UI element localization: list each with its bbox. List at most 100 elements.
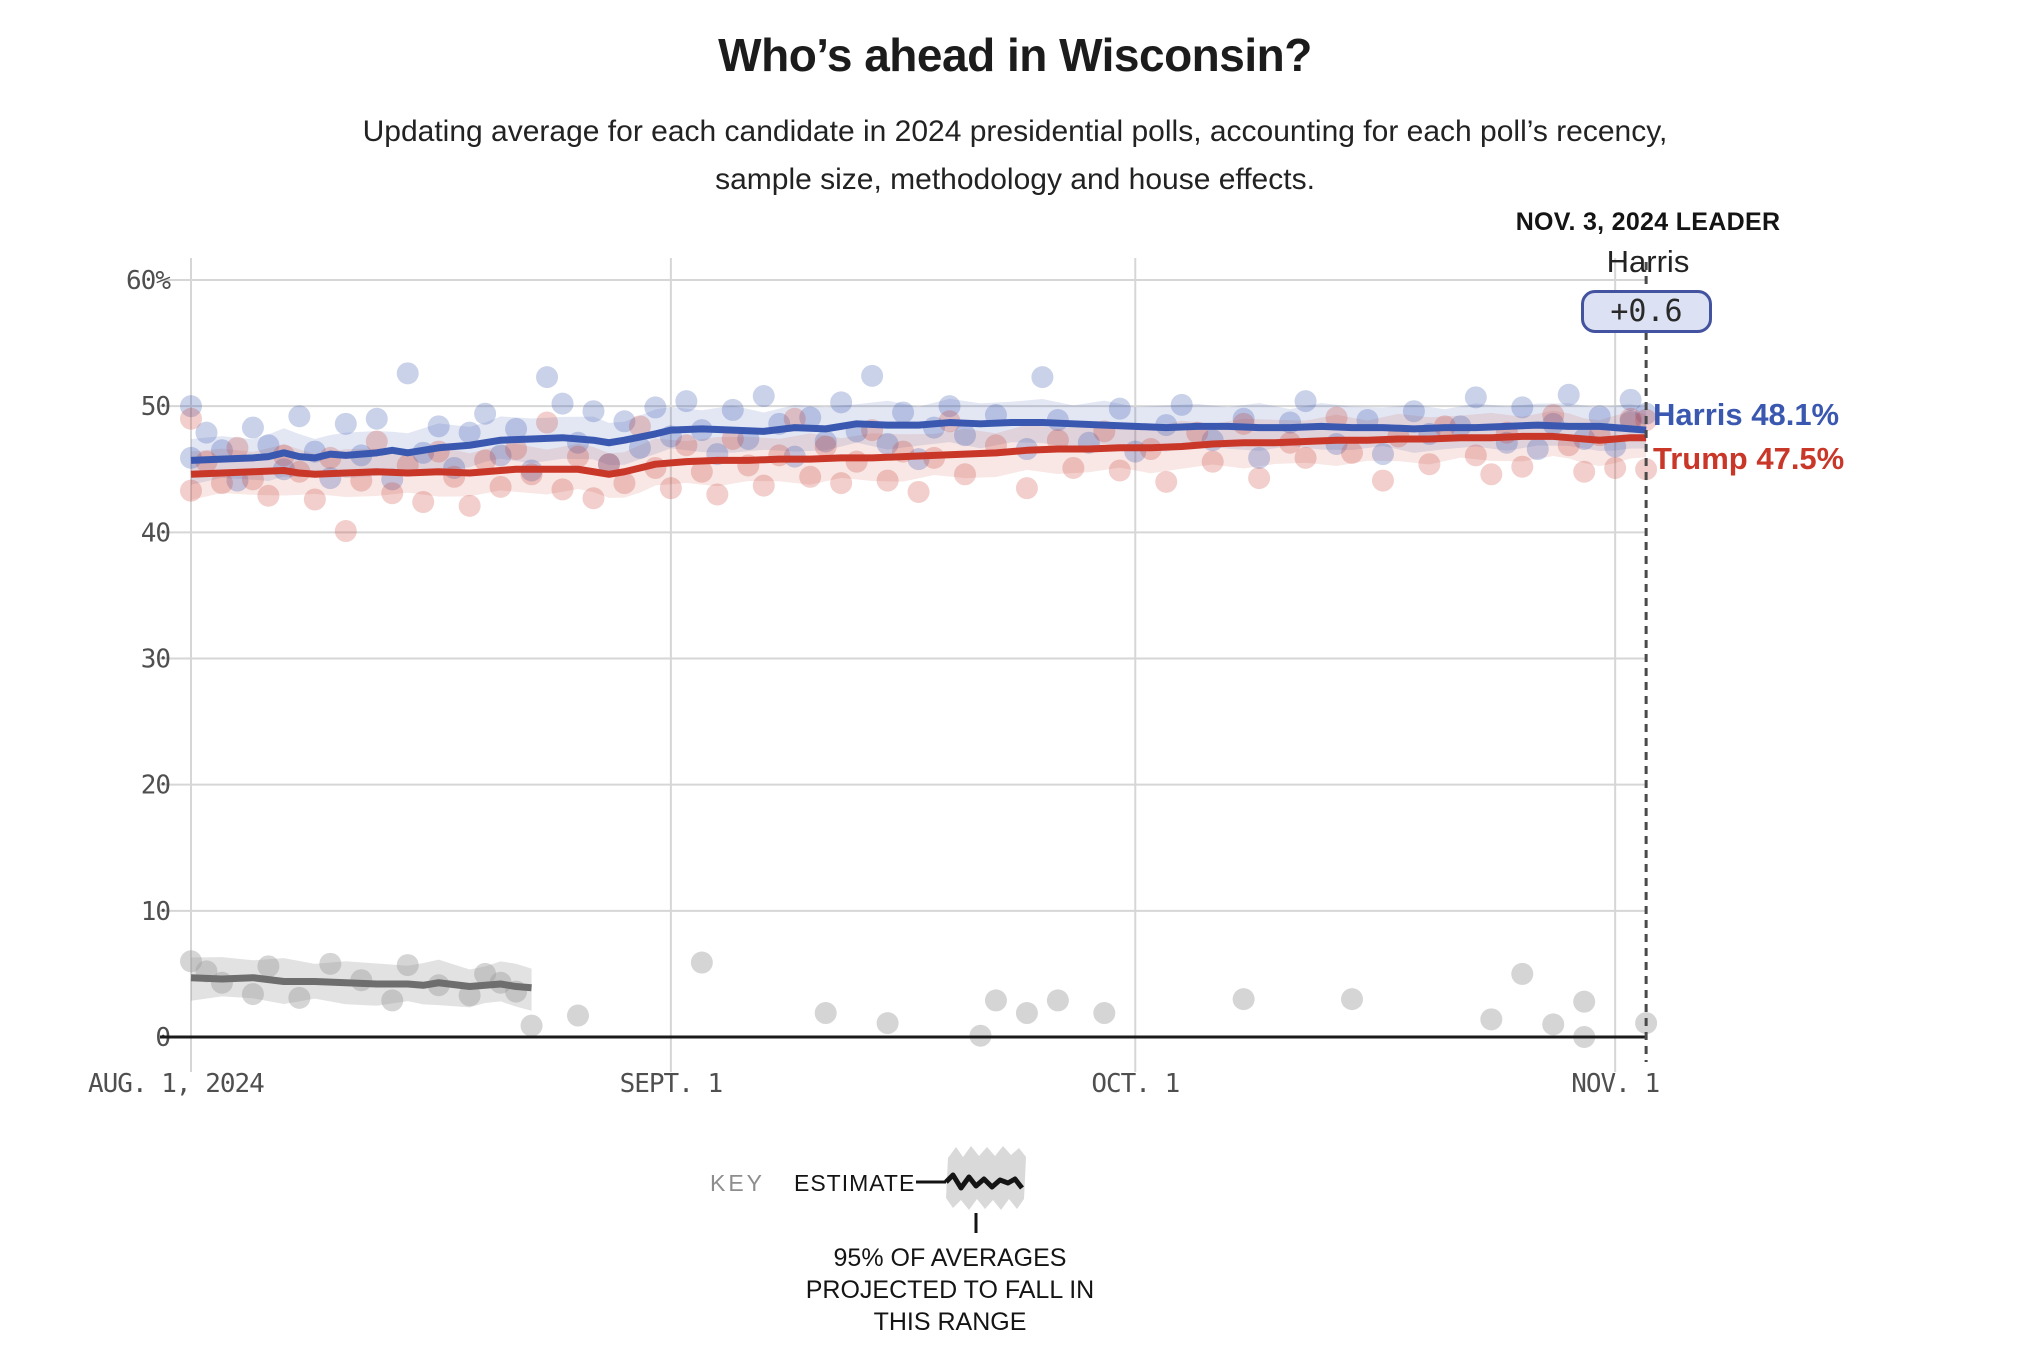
chart-subtitle: Updating average for each candidate in 2… (0, 108, 2030, 204)
poll-dot (195, 421, 218, 444)
poll-dot (768, 444, 791, 467)
poll-dot (752, 385, 775, 408)
poll-dot (1062, 456, 1085, 479)
poll-dot (1232, 988, 1255, 1011)
poll-dot (210, 971, 233, 994)
poll-dot (830, 472, 853, 495)
poll-dot (505, 417, 528, 440)
poll-dot (628, 436, 651, 459)
poll-dot (257, 955, 280, 978)
trump-trend-line (190, 432, 1647, 478)
poll-dot (1294, 390, 1317, 413)
poll-dot (1108, 459, 1131, 482)
poll-dot (1557, 383, 1580, 406)
poll-dot (1341, 988, 1363, 1011)
poll-dot (845, 450, 868, 473)
leader-margin-value: +0.6 (1610, 294, 1683, 329)
key-estimate-label: ESTIMATE (794, 1170, 916, 1196)
poll-dot (474, 962, 497, 985)
poll-dot (1371, 443, 1394, 466)
poll-dot (954, 463, 976, 486)
poll-dot (690, 951, 713, 974)
poll-dot (876, 1012, 899, 1035)
poll-dot (907, 480, 930, 503)
poll-dot (180, 479, 202, 502)
poll-dot (536, 411, 559, 434)
poll-dot (644, 396, 667, 419)
poll-dot (1418, 453, 1441, 476)
leader-heading: NOV. 3, 2024 LEADER (1515, 208, 1781, 236)
poll-dot (1108, 397, 1131, 420)
poll-dot (613, 410, 636, 433)
poll-dot (180, 407, 202, 430)
key-range-note-line1: 95% OF AVERAGES (833, 1244, 1067, 1272)
poll-dot (876, 469, 899, 492)
key-range-note-line3: THIS RANGE (873, 1308, 1027, 1336)
poll-dot (721, 398, 744, 421)
poll-dot (334, 412, 357, 435)
poll-dot (458, 984, 481, 1007)
poll-dot (814, 430, 837, 453)
poll-dot (706, 483, 729, 506)
poll-dot (1619, 407, 1642, 430)
poll-dot (551, 478, 574, 501)
poll-dot (1619, 388, 1642, 411)
poll-dot (180, 950, 202, 973)
poll-dot (938, 395, 961, 418)
poll-dot (1511, 455, 1534, 478)
poll-dot (675, 390, 698, 413)
poll-dot (1542, 403, 1565, 426)
poll-dot (474, 449, 497, 472)
poll-dot (1573, 990, 1596, 1013)
poll-dot (892, 401, 915, 424)
poll-dot (551, 392, 574, 415)
y-axis-tick-label: 10 (141, 897, 170, 927)
y-axis-tick-label: 30 (141, 644, 170, 674)
poll-dot (1402, 400, 1425, 423)
chart-subtitle-line1: Updating average for each candidate in 2… (362, 115, 1668, 148)
poll-dot (1635, 402, 1658, 425)
poll-dot (1464, 386, 1487, 409)
y-axis-tick-label: 20 (141, 771, 170, 801)
poll-dot (597, 453, 620, 476)
poll-dot (288, 405, 311, 428)
poll-dot (1248, 446, 1271, 469)
poll-dot (1464, 444, 1487, 467)
poll-dot (1093, 1002, 1116, 1025)
poll-dot (1635, 458, 1658, 481)
poll-dot (799, 465, 822, 488)
x-axis-tick-label: AUG. 1, 2024 (88, 1069, 264, 1099)
other-trend-line (190, 974, 532, 992)
poll-dot (783, 407, 806, 430)
harris-end-label: Harris 48.1% (1653, 397, 1840, 432)
poll-dot (1170, 393, 1193, 416)
leader-name: Harris (1606, 244, 1690, 279)
poll-dot (1588, 405, 1611, 428)
poll-dot (1542, 1013, 1565, 1036)
poll-dot (1201, 450, 1224, 473)
poll-dot (303, 488, 326, 511)
poll-dot (381, 989, 404, 1012)
y-axis-tick-label: 50 (141, 392, 170, 422)
x-axis-tick-label: NOV. 1 (1571, 1069, 1659, 1099)
harris-trend-line (190, 419, 1647, 464)
poll-dot (536, 366, 559, 389)
poll-dot (1046, 989, 1069, 1012)
poll-dot (567, 1004, 589, 1027)
poll-dot (799, 406, 822, 429)
poll-dot (597, 453, 620, 476)
trump-end-label: Trump 47.5% (1653, 441, 1845, 476)
poll-dot (1480, 463, 1503, 486)
poll-dot (752, 474, 775, 497)
poll-dot (257, 484, 280, 507)
poll-dot (226, 436, 249, 459)
leader-margin-badge: +0.6 (1581, 290, 1712, 333)
poll-dot (319, 952, 342, 975)
x-axis-tick-label: SEPT. 1 (620, 1069, 723, 1099)
poll-dot (690, 460, 713, 483)
poll-dot (381, 482, 404, 505)
poll-dot (1573, 460, 1596, 483)
harris-confidence-band (191, 398, 1647, 485)
poll-dot (1480, 1008, 1503, 1031)
poll-dot (427, 415, 450, 438)
